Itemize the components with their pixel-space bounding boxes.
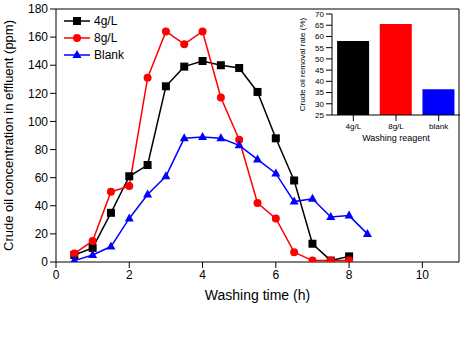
svg-text:10: 10 (416, 268, 430, 282)
html-text:4g/L: 4g/L (94, 13, 118, 28)
svg-text:60: 60 (315, 32, 324, 41)
svg-text:6: 6 (272, 268, 279, 282)
svg-text:Washing time (h): Washing time (h) (205, 287, 310, 303)
svg-text:60: 60 (35, 171, 49, 185)
svg-text:0: 0 (53, 268, 60, 282)
html-text:Blank: Blank (94, 47, 124, 62)
svg-text:140: 140 (28, 58, 48, 72)
svg-text:8: 8 (346, 268, 353, 282)
svg-text:40: 40 (35, 199, 49, 213)
svg-text:Washing reagent: Washing reagent (362, 133, 430, 143)
svg-text:100: 100 (28, 115, 48, 129)
svg-text:80: 80 (35, 143, 49, 157)
svg-text:120: 120 (28, 87, 48, 101)
svg-text:55: 55 (315, 44, 324, 53)
html-text:8g/L: 8g/L (94, 30, 118, 45)
svg-text:20: 20 (35, 227, 49, 241)
svg-text:4: 4 (199, 268, 206, 282)
svg-text:35: 35 (315, 88, 324, 97)
svg-text:0: 0 (41, 255, 48, 269)
svg-text:50: 50 (315, 55, 324, 64)
svg-text:Crude oil concentration in eff: Crude oil concentration in effluent (ppm… (8, 20, 16, 251)
svg-text:40: 40 (315, 77, 324, 86)
svg-text:4g/L: 4g/L (346, 122, 362, 131)
svg-text:160: 160 (28, 30, 48, 44)
svg-text:8g/L: 8g/L (388, 122, 404, 131)
svg-text:65: 65 (315, 21, 324, 30)
svg-text:2: 2 (126, 268, 133, 282)
svg-text:25: 25 (315, 111, 324, 120)
svg-text:45: 45 (315, 66, 324, 75)
svg-text:Crude oil removal rate (%): Crude oil removal rate (%) (300, 17, 307, 111)
svg-text:180: 180 (28, 2, 48, 16)
svg-text:70: 70 (315, 10, 324, 19)
svg-text:30: 30 (315, 100, 324, 109)
svg-text:blank: blank (429, 122, 449, 131)
